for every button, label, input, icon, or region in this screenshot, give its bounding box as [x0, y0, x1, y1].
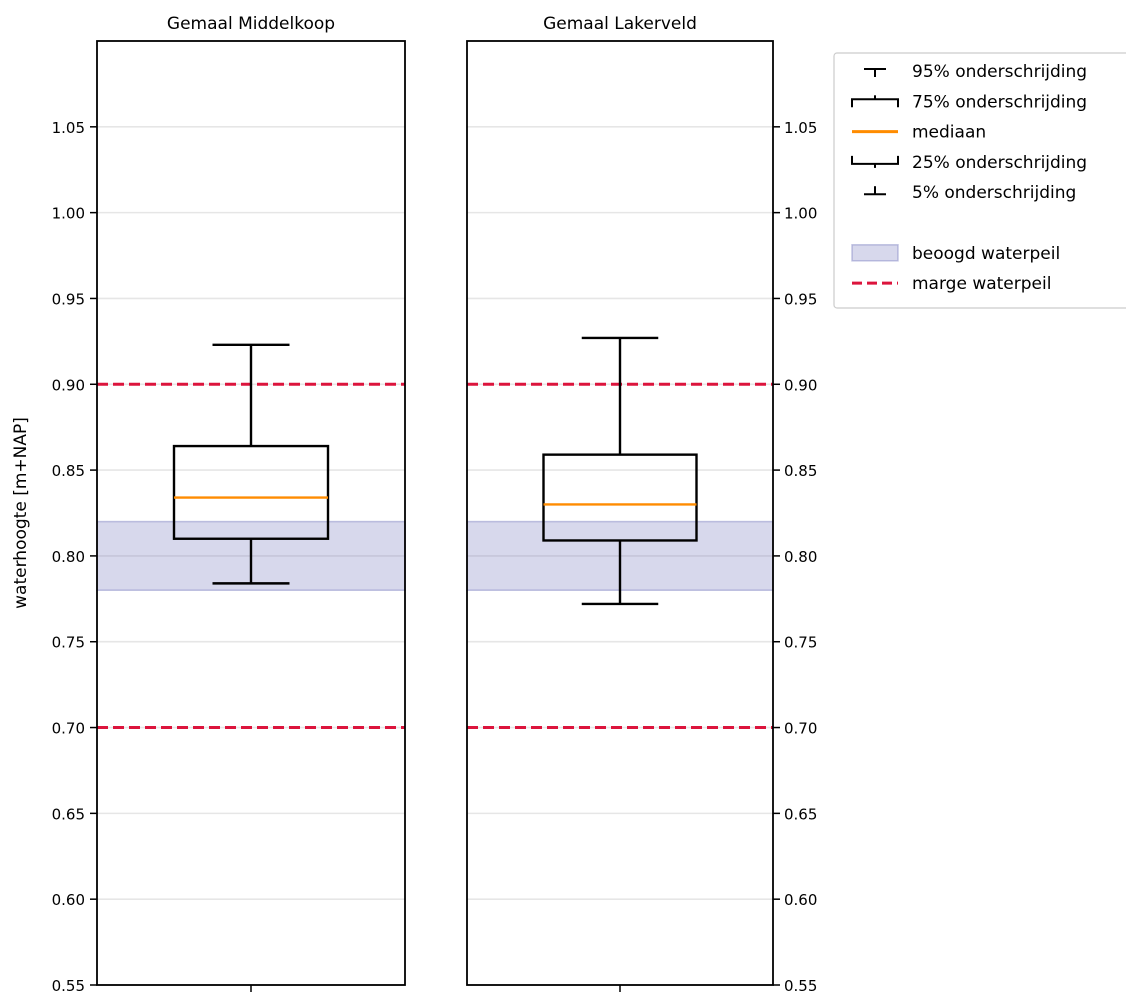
legend-label: mediaan: [912, 123, 986, 143]
y-tick-label-left: 0.75: [52, 634, 85, 652]
y-tick-label-left: 0.70: [52, 720, 85, 738]
y-tick-label-right: 0.95: [784, 290, 817, 308]
y-axis-label: waterhoogte [m+NAP]: [11, 417, 31, 609]
y-tick-label-right: 0.80: [784, 548, 817, 566]
legend-label: 95% onderschrijding: [912, 62, 1087, 82]
y-tick-label-right: 0.90: [784, 376, 817, 394]
box-iqr: [542, 453, 698, 542]
legend-symbol: [851, 244, 899, 262]
legend-box: [833, 52, 1126, 309]
panel-frame: [96, 40, 406, 986]
y-tick-label-left: 0.60: [52, 891, 85, 909]
panel-title: Gemaal Lakerveld: [543, 14, 697, 34]
legend-label: 25% onderschrijding: [912, 153, 1087, 173]
y-tick-label-right: 1.05: [784, 119, 817, 137]
y-tick-label-right: 0.55: [784, 977, 817, 995]
y-tick-label-left: 0.85: [52, 462, 85, 480]
legend-label: beoogd waterpeil: [912, 244, 1060, 264]
y-tick-label-left: 0.95: [52, 290, 85, 308]
y-tick-label-left: 1.00: [52, 205, 85, 223]
y-tick-label-right: 1.00: [784, 205, 817, 223]
legend-label: 5% onderschrijding: [912, 183, 1076, 203]
panel-title: Gemaal Middelkoop: [167, 14, 335, 34]
y-tick-label-right: 0.85: [784, 462, 817, 480]
panel-frame: [466, 40, 774, 986]
legend-label: 75% onderschrijding: [912, 92, 1087, 112]
y-tick-label-left: 0.90: [52, 376, 85, 394]
y-tick-label-right: 0.60: [784, 891, 817, 909]
y-tick-label-left: 0.55: [52, 977, 85, 995]
legend-label: marge waterpeil: [912, 274, 1051, 294]
y-tick-label-right: 0.75: [784, 634, 817, 652]
y-tick-label-left: 0.80: [52, 548, 85, 566]
y-tick-label-right: 0.70: [784, 720, 817, 738]
y-tick-label-right: 0.65: [784, 805, 817, 823]
y-tick-label-left: 0.65: [52, 805, 85, 823]
box-iqr: [172, 444, 330, 540]
y-tick-label-left: 1.05: [52, 119, 85, 137]
